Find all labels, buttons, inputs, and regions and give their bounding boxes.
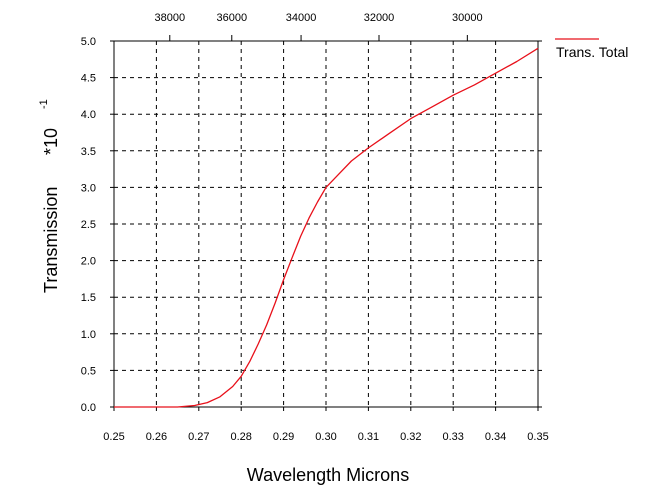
y-tick-label: 3.0 (81, 182, 96, 194)
top-tick-label: 38000 (154, 12, 185, 24)
y-axis-exponent: -1 (38, 99, 50, 109)
x-tick-label: 0.33 (442, 431, 463, 443)
y-axis-title: Transmission (41, 187, 61, 293)
x-tick-labels: 0.25 0.26 0.27 0.28 0.29 0.30 0.31 0.32 0.33 0.34… (103, 431, 548, 443)
y-tick-label: 2.5 (81, 219, 96, 231)
x-axis-title: Wavelength Microns (247, 465, 409, 485)
x-tick-label: 0.32 (400, 431, 421, 443)
y-tick-label: 0.5 (81, 365, 96, 377)
top-axis-tick-labels: 38000 36000 34000 32000 30000 (154, 12, 482, 24)
x-tick-label: 0.29 (273, 431, 294, 443)
x-tick-label: 0.31 (358, 431, 379, 443)
y-tick-labels: 0.0 0.5 1.0 1.5 2.0 2.5 3.0 3.5 4.0 4.5 5.0 (81, 36, 96, 414)
y-axis-multiplier: *10 (41, 128, 61, 155)
x-tick-label: 0.34 (485, 431, 506, 443)
top-tick-label: 36000 (216, 12, 247, 24)
y-tick-label: 1.5 (81, 292, 96, 304)
y-tick-label: 2.0 (81, 256, 96, 268)
top-tick-label: 32000 (364, 12, 395, 24)
y-tick-label: 3.5 (81, 146, 96, 158)
x-tick-label: 0.26 (146, 431, 167, 443)
top-tick-label: 30000 (452, 12, 483, 24)
grid-lines (114, 41, 538, 407)
x-tick-label: 0.28 (230, 431, 251, 443)
legend-label: Trans. Total (556, 44, 628, 60)
x-tick-label: 0.30 (315, 431, 336, 443)
y-tick-label: 4.0 (81, 109, 96, 121)
top-tick-label: 34000 (286, 12, 317, 24)
x-tick-label: 0.27 (188, 431, 209, 443)
series-group (114, 47, 539, 408)
series-line-trans-total (114, 47, 539, 408)
x-tick-label: 0.35 (527, 431, 548, 443)
y-tick-label: 1.0 (81, 329, 96, 341)
y-tick-label: 4.5 (81, 73, 96, 85)
y-tick-label: 5.0 (81, 36, 96, 48)
y-tick-label: 0.0 (81, 402, 96, 414)
x-tick-label: 0.25 (103, 431, 124, 443)
axis-ticks (110, 35, 542, 411)
